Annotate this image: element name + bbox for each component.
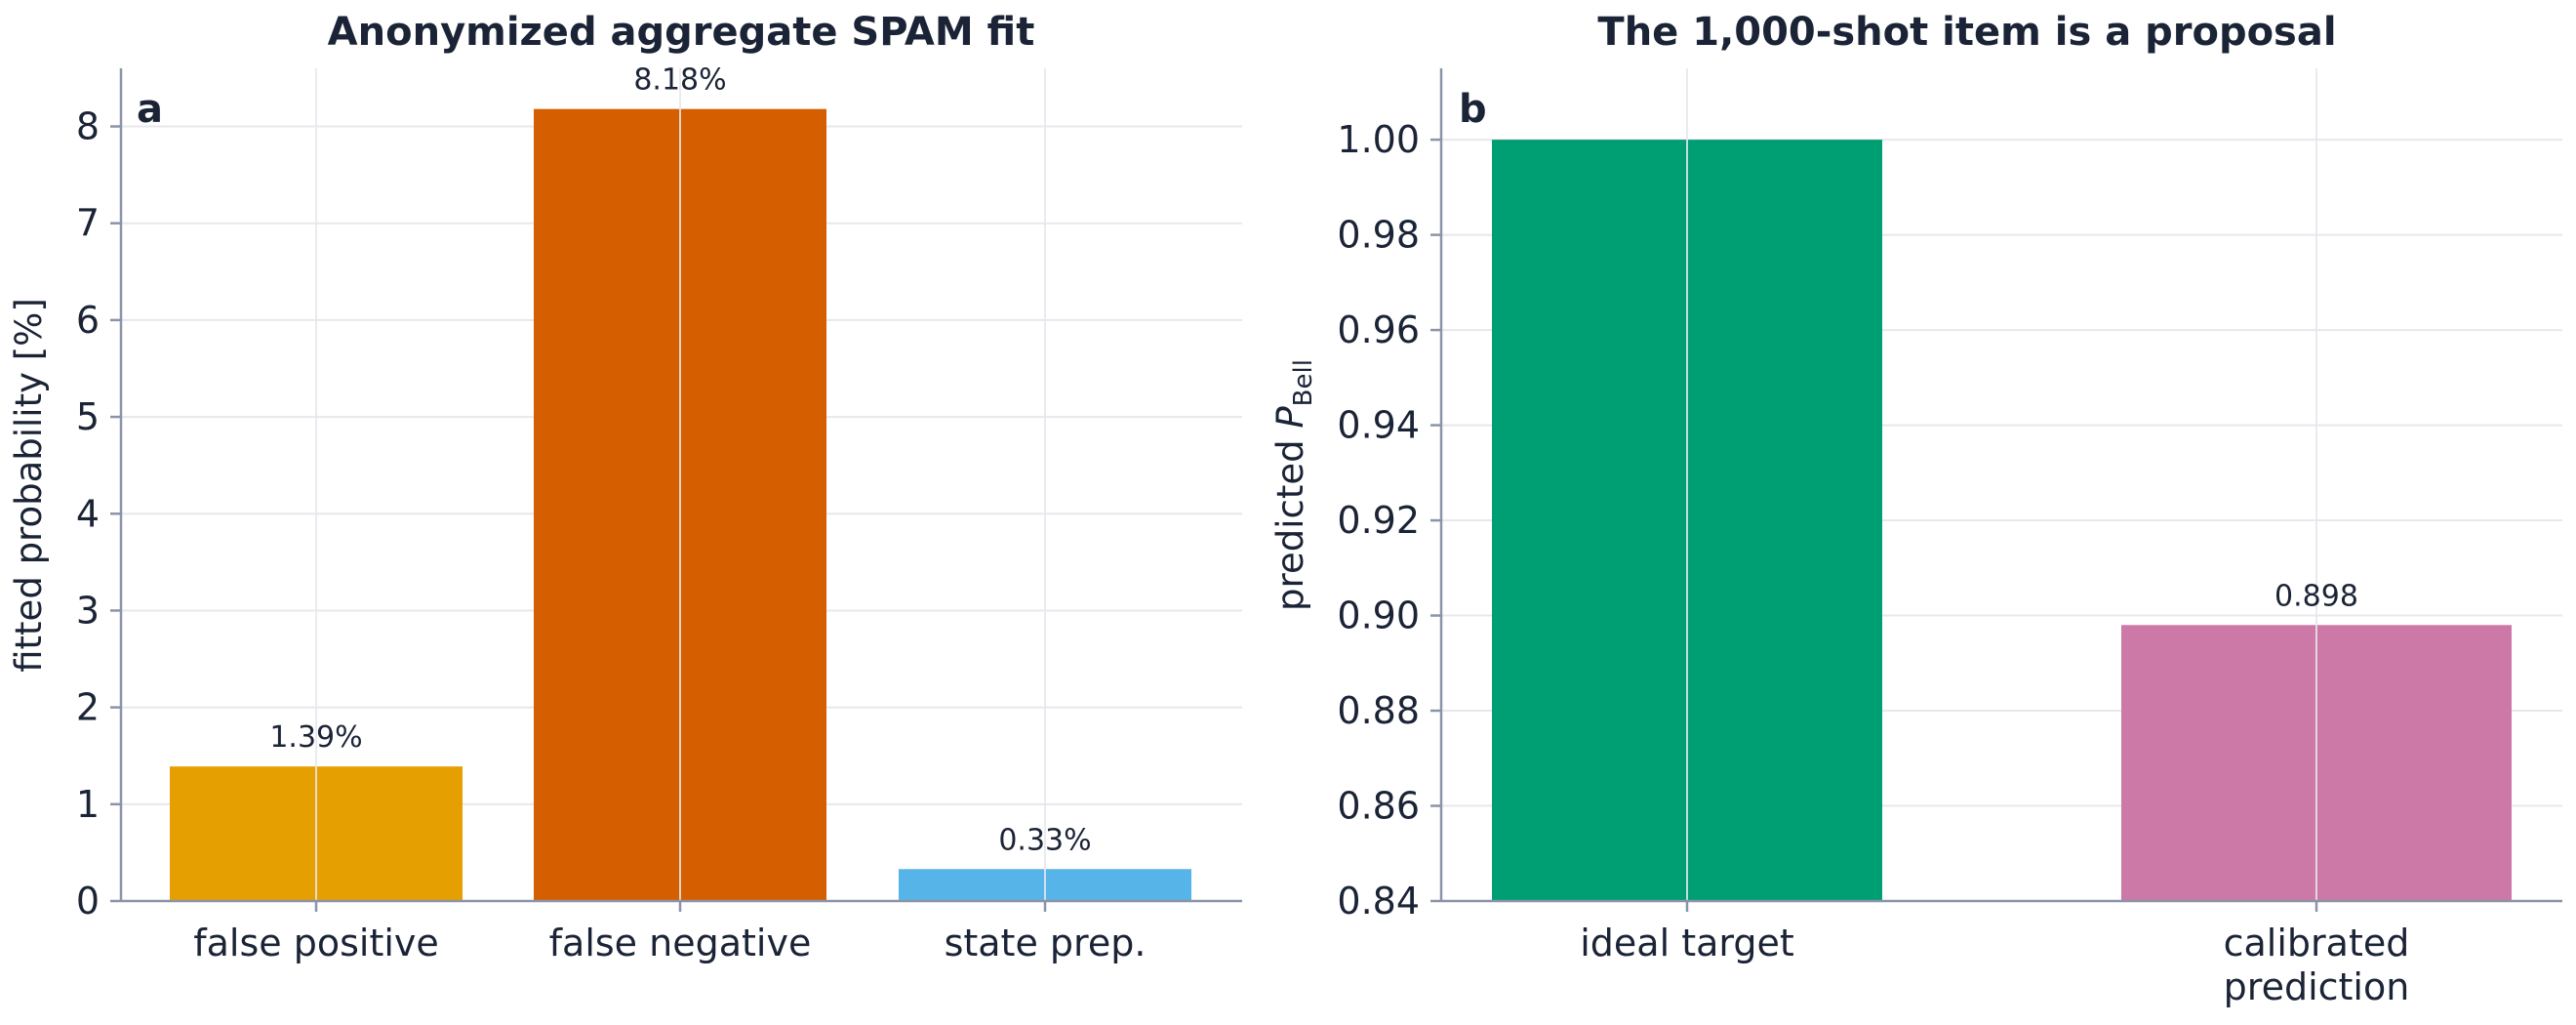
panel-b-y-axis-label-prefix: predicted — [1269, 429, 1311, 611]
panel-b-letter: b — [1459, 87, 1487, 132]
y-tick-label: 4 — [76, 492, 100, 535]
bar-value-label: 8.18% — [633, 63, 726, 98]
y-tick-label: 7 — [76, 202, 100, 245]
x-tick-label: false negative — [549, 922, 812, 964]
y-tick-label: 0.90 — [1337, 594, 1420, 637]
y-tick-label: 2 — [76, 686, 100, 729]
panel-a-x-ticks: false positive false negative state prep. — [193, 901, 1146, 964]
bar-value-label: 1.39% — [269, 720, 362, 755]
panel-a-title: Anonymized aggregate SPAM fit — [328, 10, 1035, 55]
panel-a-y-ticks: 0 1 2 3 4 5 6 7 8 — [76, 105, 121, 922]
y-tick-label: 8 — [76, 105, 100, 148]
x-tick-label: false positive — [193, 922, 439, 964]
panel-b-y-ticks: 0.84 0.86 0.88 0.90 0.92 0.94 0.96 0.98 1.00 — [1337, 118, 1441, 922]
panel-b-x-ticks: ideal target calibrated prediction — [1580, 901, 2409, 1008]
y-tick-label: 0.92 — [1337, 499, 1420, 542]
panel-a-vertical-gridlines — [315, 68, 1046, 901]
y-tick-label: 0.84 — [1337, 880, 1420, 922]
panel-b-y-axis-label-symbol: P — [1269, 406, 1311, 429]
x-tick-label: ideal target — [1580, 922, 1794, 964]
y-tick-label: 0.96 — [1337, 308, 1420, 351]
y-tick-label: 0.86 — [1337, 785, 1420, 828]
y-tick-label: 0.94 — [1337, 404, 1420, 447]
y-tick-label: 1 — [76, 783, 100, 826]
y-tick-label: 0.98 — [1337, 214, 1420, 257]
panel-b-value-labels: 0.898 — [2274, 579, 2358, 613]
panel-a-y-axis-label: fitted probability [%] — [8, 298, 50, 673]
y-tick-label: 0.88 — [1337, 689, 1420, 732]
panel-a-value-labels: 1.39% 8.18% 0.33% — [269, 63, 1091, 858]
panel-a: Anonymized aggregate SPAM fit 012345678 … — [8, 10, 1242, 964]
y-tick-label: 6 — [76, 299, 100, 342]
panel-a-letter: a — [137, 87, 163, 132]
y-tick-label: 5 — [76, 395, 100, 438]
y-tick-label: 1.00 — [1337, 118, 1420, 161]
x-tick-label: state prep. — [945, 922, 1147, 964]
panel-b-y-axis-label: predicted PBell — [1269, 359, 1318, 611]
panel-b-title: The 1,000-shot item is a proposal — [1597, 10, 2336, 55]
bar-value-label: 0.898 — [2274, 579, 2358, 613]
panel-b-y-axis-label-subscript: Bell — [1289, 359, 1318, 406]
bar-value-label: 0.33% — [998, 823, 1091, 857]
panel-b: The 1,000-shot item is a proposal 0.840.… — [1269, 10, 2562, 1008]
y-tick-label: 3 — [76, 589, 100, 632]
x-tick-label: calibrated prediction — [2224, 922, 2410, 1008]
panel-b-vertical-gridlines — [1686, 68, 2317, 901]
y-tick-label: 0 — [76, 880, 100, 922]
